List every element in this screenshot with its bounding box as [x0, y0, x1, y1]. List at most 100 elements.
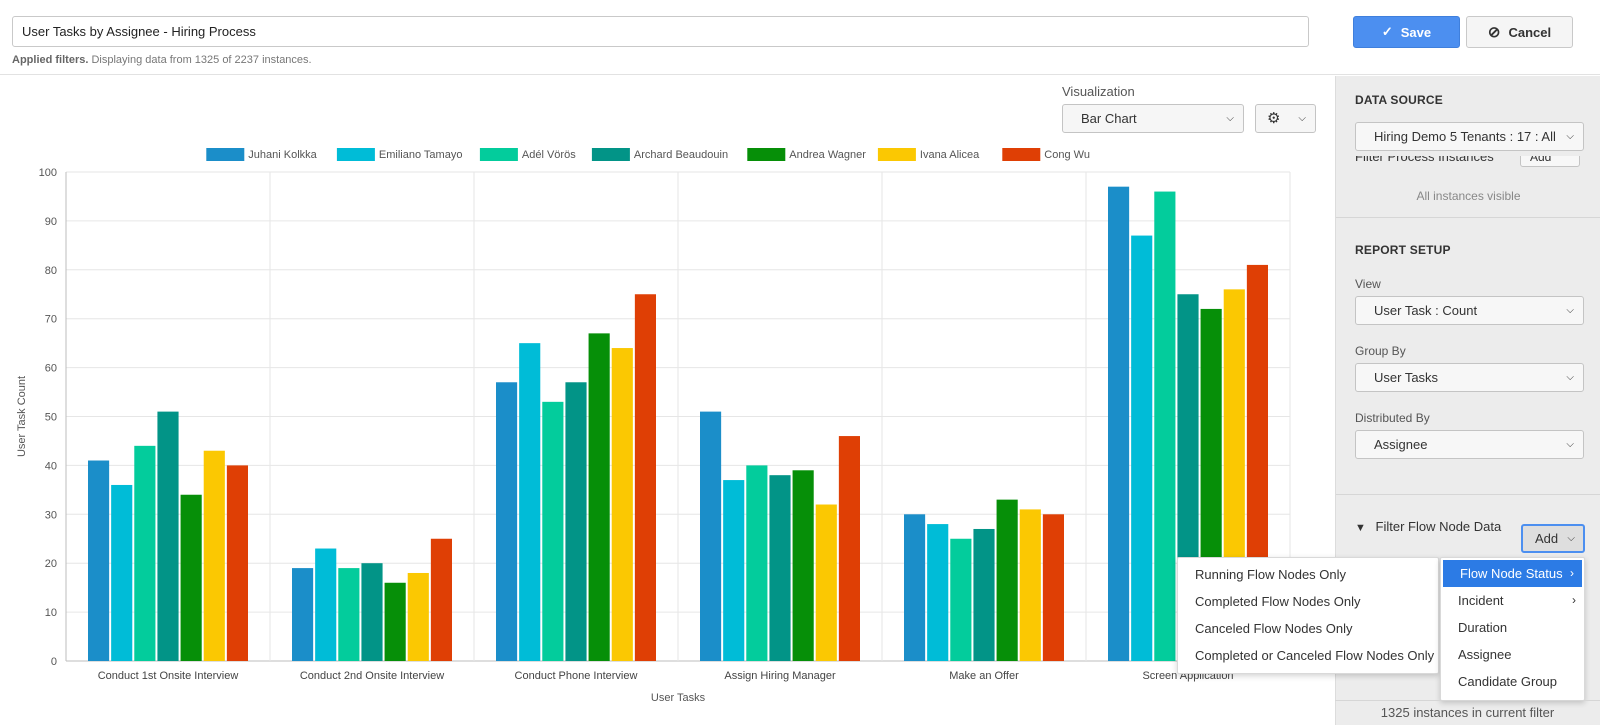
applied-filters-note: Applied filters. Displaying data from 13…	[12, 54, 312, 66]
x-tick-label: Assign Hiring Manager	[724, 670, 836, 682]
bar	[815, 504, 837, 661]
data-source-title: DATA SOURCE	[1355, 93, 1443, 107]
menu-item-completed[interactable]: Completed Flow Nodes Only	[1195, 594, 1361, 609]
group-by-select[interactable]: User Tasks ⌵	[1355, 363, 1584, 392]
chevron-down-icon: ⌵	[1566, 131, 1574, 142]
x-tick-label: Conduct Phone Interview	[515, 670, 638, 682]
chart-settings-button[interactable]: ⚙ ⌵	[1255, 104, 1316, 133]
chevron-down-icon: ⌵	[1567, 533, 1575, 544]
y-axis-label: User Task Count	[16, 376, 28, 457]
bar-chart: 0 10 20 30 40 50 60 70 80 90 100 Conduct 1st Onsite…	[0, 140, 1330, 720]
bar	[226, 465, 248, 661]
menu-item-label: Duration	[1458, 620, 1508, 635]
bar	[292, 568, 314, 661]
bar	[542, 401, 564, 661]
filter-flow-node-label: Filter Flow Node Data	[1375, 519, 1502, 534]
y-tick-label: 70	[45, 314, 57, 326]
bar	[723, 480, 745, 661]
y-tick-label: 10	[45, 607, 57, 619]
bar	[927, 524, 949, 661]
bar	[746, 465, 768, 661]
menu-item-duration[interactable]: Duration	[1441, 614, 1584, 641]
visualization-select[interactable]: Bar Chart ⌵	[1062, 104, 1244, 133]
bar	[1154, 191, 1176, 661]
distributed-by-value: Assignee	[1374, 437, 1428, 452]
bar	[634, 294, 656, 661]
save-button-label: Save	[1400, 24, 1432, 40]
applied-filters-text: Displaying data from 1325 of 2237 instan…	[91, 54, 312, 66]
x-axis-label: User Tasks	[651, 692, 706, 704]
add-flow-node-filter-button[interactable]: Add ⌵	[1521, 524, 1585, 553]
bar	[315, 548, 337, 661]
y-tick-label: 60	[45, 363, 57, 375]
chevron-down-icon: ⌵	[1566, 439, 1574, 450]
menu-item-flow-node-status[interactable]: Flow Node Status ›	[1443, 560, 1582, 587]
chevron-down-icon: ⌵	[1226, 113, 1234, 124]
instances-in-filter-text: 1325 instances in current filter	[1335, 700, 1600, 725]
legend-label: Adél Vörös	[522, 149, 576, 161]
bar	[838, 436, 860, 661]
legend-label: Andrea Wagner	[789, 149, 866, 161]
check-icon: ✓	[1381, 24, 1393, 39]
menu-item-label: Incident	[1458, 593, 1504, 608]
cancel-icon: ⊘	[1487, 24, 1501, 41]
filter-icon: ▼	[1355, 522, 1366, 534]
filter-process-add-button[interactable]: Add	[1520, 156, 1580, 167]
filter-flow-node-row: ▼ Filter Flow Node Data	[1355, 519, 1501, 534]
y-tick-label: 30	[45, 509, 57, 521]
bar	[430, 538, 452, 661]
bar	[950, 538, 972, 661]
data-source-select[interactable]: Hiring Demo 5 Tenants : 17 : All ⌵	[1355, 122, 1584, 151]
menu-item-completed-or-canceled[interactable]: Completed or Canceled Flow Nodes Only	[1195, 648, 1435, 663]
y-tick-label: 50	[45, 412, 57, 424]
chevron-down-icon: ⌵	[1566, 372, 1574, 383]
bar	[407, 572, 429, 661]
flow-node-filter-menu: Flow Node Status › Incident › Duration A…	[1440, 557, 1585, 701]
menu-item-canceled[interactable]: Canceled Flow Nodes Only	[1195, 621, 1353, 636]
cancel-button[interactable]: ⊘ Cancel	[1466, 16, 1573, 48]
y-tick-label: 20	[45, 558, 57, 570]
bar	[792, 470, 814, 661]
bar	[361, 563, 383, 661]
bar	[1042, 514, 1064, 661]
menu-item-label: Assignee	[1458, 647, 1512, 662]
cancel-button-label: Cancel	[1508, 24, 1552, 40]
bar	[588, 333, 610, 661]
menu-item-assignee[interactable]: Assignee	[1441, 641, 1584, 668]
view-select[interactable]: User Task : Count ⌵	[1355, 296, 1584, 325]
legend-swatch	[336, 148, 375, 161]
sidebar-divider	[1336, 494, 1600, 495]
chevron-right-icon: ›	[1572, 593, 1576, 607]
menu-item-candidate-group[interactable]: Candidate Group	[1441, 668, 1584, 695]
bar-chart-svg: 0 10 20 30 40 50 60 70 80 90 100 Conduct 1st Onsite…	[16, 148, 1291, 704]
instances-visible-text: All instances visible	[1416, 189, 1521, 203]
data-source-value: Hiring Demo 5 Tenants : 17 : All	[1374, 129, 1556, 144]
group-by-label: Group By	[1355, 344, 1406, 358]
chevron-right-icon: ›	[1570, 566, 1574, 580]
legend-label: Emiliano Tamayo	[379, 149, 463, 161]
y-tick-label: 80	[45, 265, 57, 277]
legend-swatch	[1002, 148, 1041, 161]
bar	[611, 348, 633, 661]
chevron-down-icon: ⌵	[1298, 113, 1306, 124]
report-name-input[interactable]: User Tasks by Assignee - Hiring Process	[12, 16, 1309, 47]
distributed-by-select[interactable]: Assignee ⌵	[1355, 430, 1584, 459]
group-by-value: User Tasks	[1374, 370, 1439, 385]
y-tick-label: 90	[45, 216, 57, 228]
menu-item-running[interactable]: Running Flow Nodes Only	[1195, 567, 1347, 582]
flow-node-status-submenu: Running Flow Nodes Only Completed Flow N…	[1177, 557, 1439, 674]
menu-item-incident[interactable]: Incident ›	[1441, 587, 1584, 614]
bar	[157, 411, 179, 661]
bar	[134, 445, 156, 661]
bar	[904, 514, 926, 661]
legend-swatch	[206, 148, 245, 161]
save-button[interactable]: ✓ Save	[1353, 16, 1460, 48]
y-tick-label: 40	[45, 460, 57, 472]
bar	[203, 450, 225, 661]
legend-label: Juhani Kolkka	[248, 149, 317, 161]
legend-swatch	[877, 148, 916, 161]
bar	[1108, 186, 1130, 662]
bar	[496, 382, 518, 661]
legend-label: Cong Wu	[1044, 149, 1090, 161]
visualization-label: Visualization	[1062, 84, 1135, 99]
